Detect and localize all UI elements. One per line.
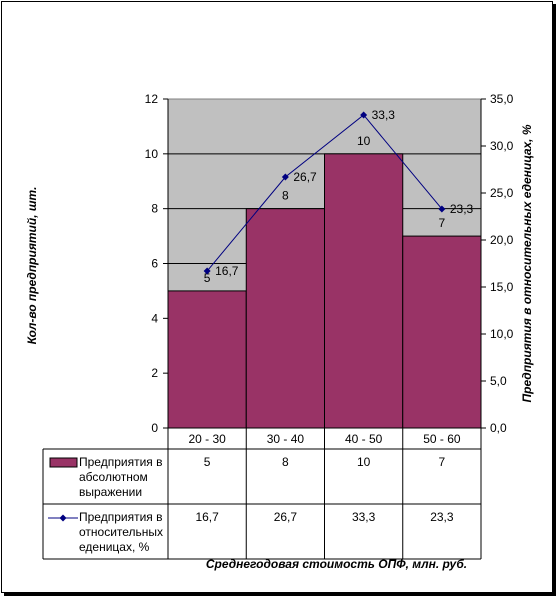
y-tick-label: 0 bbox=[151, 421, 158, 435]
legend-line-label: относительных bbox=[79, 525, 163, 539]
y2-tick-label: 10,0 bbox=[490, 327, 514, 341]
line-value-label: 33,3 bbox=[372, 108, 396, 122]
line-marker bbox=[360, 111, 368, 119]
table-cell-value: 26,7 bbox=[274, 510, 298, 524]
y2-axis-title: Предприятия в относительных еденицах, % bbox=[520, 124, 534, 402]
legend-bar-label: абсолютном bbox=[79, 470, 148, 484]
table-cell-value: 23,3 bbox=[430, 510, 454, 524]
y-tick-label: 6 bbox=[151, 257, 158, 271]
table-cell-value: 16,7 bbox=[195, 510, 219, 524]
table-cell-value: 8 bbox=[282, 455, 289, 469]
line-marker bbox=[281, 173, 289, 181]
y2-tick-label: 25,0 bbox=[490, 186, 514, 200]
y-tick-label: 2 bbox=[151, 366, 158, 380]
x-tick-label: 40 - 50 bbox=[345, 432, 383, 446]
bar-value-label: 7 bbox=[439, 216, 446, 230]
y2-tick-label: 20,0 bbox=[490, 233, 514, 247]
table-cell-value: 33,3 bbox=[352, 510, 376, 524]
table-cell-value: 5 bbox=[204, 455, 211, 469]
line-marker bbox=[438, 205, 446, 213]
legend-bar-label: Предприятия в bbox=[79, 455, 163, 469]
bar bbox=[324, 153, 404, 429]
bar bbox=[167, 290, 247, 429]
line-series bbox=[206, 114, 443, 272]
x-axis-title: Среднегодовая стоимость ОПФ, млн. руб. bbox=[206, 557, 467, 571]
bar bbox=[245, 208, 325, 429]
x-tick-label: 20 - 30 bbox=[188, 432, 226, 446]
y-tick-label: 8 bbox=[151, 202, 158, 216]
legend-line-label: еденицах, % bbox=[79, 540, 150, 554]
bar-value-label: 8 bbox=[282, 189, 289, 203]
table-cell-value: 7 bbox=[439, 455, 446, 469]
line-value-label: 26,7 bbox=[293, 170, 317, 184]
y-tick-label: 10 bbox=[145, 147, 159, 161]
y2-tick-label: 30,0 bbox=[490, 139, 514, 153]
y-tick-label: 12 bbox=[145, 92, 159, 106]
table-cell-value: 10 bbox=[357, 455, 371, 469]
y-tick-label: 4 bbox=[151, 311, 158, 325]
bar-value-label: 10 bbox=[357, 134, 371, 148]
legend-bar-label: выражении bbox=[79, 485, 142, 499]
bar-value-label: 5 bbox=[204, 271, 211, 285]
bar bbox=[402, 235, 482, 429]
line-marker bbox=[203, 267, 211, 275]
x-tick-label: 50 - 60 bbox=[423, 432, 461, 446]
x-tick-label: 30 - 40 bbox=[267, 432, 305, 446]
y2-tick-label: 35,0 bbox=[490, 92, 514, 106]
line-value-label: 16,7 bbox=[215, 264, 239, 278]
legend-bar-swatch bbox=[49, 457, 78, 468]
y2-tick-label: 15,0 bbox=[490, 280, 514, 294]
line-value-label: 23,3 bbox=[450, 202, 474, 216]
legend-line-label: Предприятия в bbox=[79, 510, 163, 524]
y-axis-title: Кол-во предприятий, шт. bbox=[25, 187, 39, 345]
y2-tick-label: 5,0 bbox=[490, 374, 507, 388]
legend-line-marker bbox=[59, 514, 67, 522]
y2-tick-label: 0,0 bbox=[490, 421, 507, 435]
